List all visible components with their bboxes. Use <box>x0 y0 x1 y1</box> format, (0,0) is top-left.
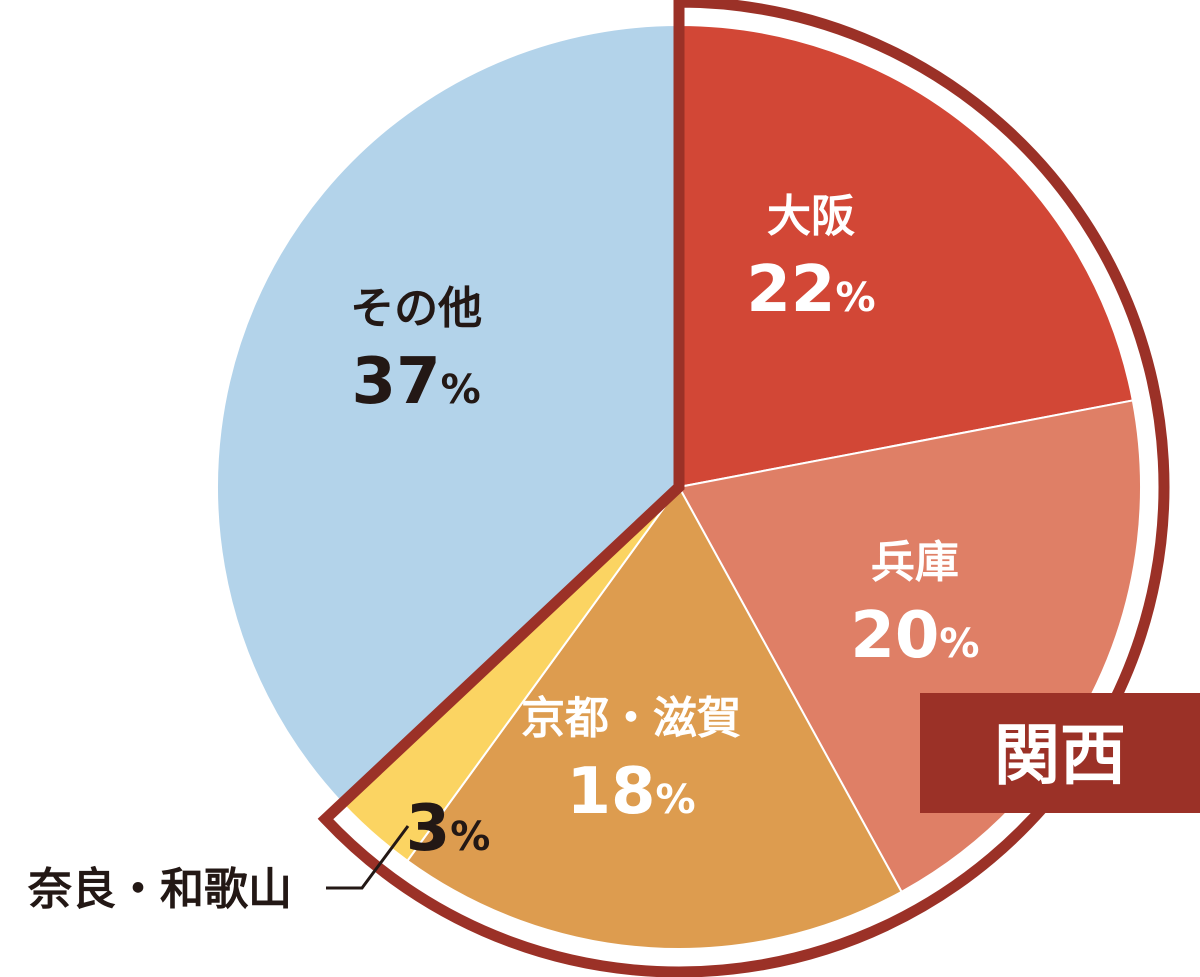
kansai-badge-box <box>920 693 1200 813</box>
kansai-badge-label: 関西 <box>994 717 1126 794</box>
slice-percent-label: 3% <box>406 792 491 866</box>
callout-name-label: 奈良・和歌山 <box>27 864 292 915</box>
pie-slice-3 <box>406 485 903 950</box>
pie-slices <box>216 23 1143 950</box>
slice-percent-label: 22% <box>746 253 875 327</box>
callout-leader-line <box>326 825 410 890</box>
kansai-outline-group <box>317 0 1170 977</box>
slice-percent-label: 20% <box>850 599 979 673</box>
slice-name-label: 大阪 <box>767 191 855 242</box>
kansai-outline <box>317 0 1170 977</box>
pie-slice-1 <box>678 23 1134 489</box>
slice-percent-label: 18% <box>566 755 695 829</box>
slice-name-label: 京都・滋賀 <box>521 693 741 744</box>
slice-name-label: その他 <box>350 283 482 334</box>
slice-name-label: 兵庫 <box>871 537 959 588</box>
slice-labels: 大阪 22% 兵庫 20% 京都・滋賀 18% 3% 奈良・和歌山 その他 37% <box>27 191 979 915</box>
slice-percent-label: 37% <box>352 345 481 419</box>
pie-slice-5 <box>216 23 680 805</box>
kansai-badge: 関西 <box>920 693 1200 813</box>
